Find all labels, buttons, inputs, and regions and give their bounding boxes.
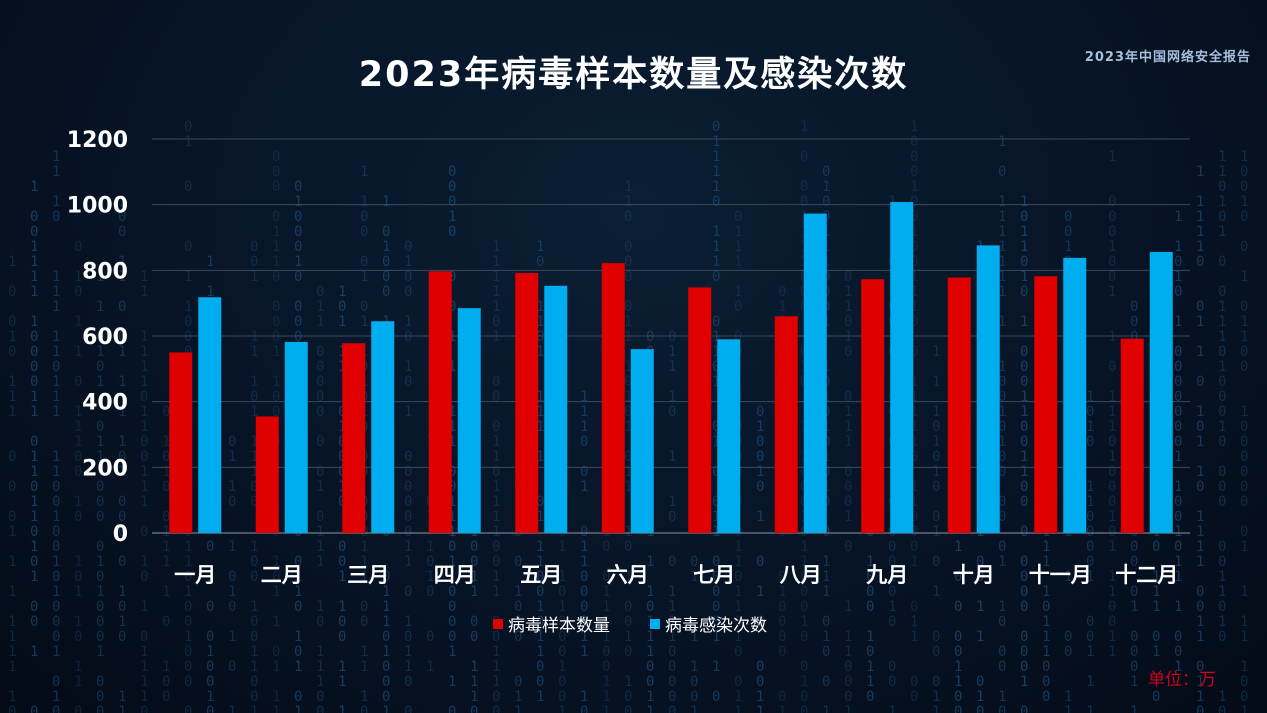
y-tick-label: 0 <box>113 522 128 547</box>
unit-label: 单位：万 <box>1148 670 1216 690</box>
x-axis-ticks: 一月 二月 三月 四月 五月 六月 七月 八月 九月 十月 十一月 十二月 <box>174 563 1178 587</box>
bar-sample-count <box>688 287 712 533</box>
bar-infection-count <box>890 202 914 534</box>
bar-sample-count <box>1034 276 1058 533</box>
x-tick-label: 一月 <box>174 563 216 587</box>
bars <box>169 202 1173 534</box>
x-tick-label: 六月 <box>607 563 649 587</box>
bar-infection-count <box>1063 257 1087 533</box>
x-tick-label: 二月 <box>261 563 303 587</box>
legend-swatch <box>493 619 503 629</box>
bar-infection-count <box>1149 251 1173 534</box>
legend-label: 病毒感染次数 <box>665 616 767 636</box>
legend-label: 病毒样本数量 <box>508 616 610 636</box>
y-axis-ticks: 0 200 400 600 800 1000 1200 <box>67 128 128 547</box>
x-tick-label: 五月 <box>520 563 562 587</box>
x-tick-label: 四月 <box>434 563 476 587</box>
x-tick-label: 十一月 <box>1029 563 1092 587</box>
bar-sample-count <box>1120 338 1144 533</box>
x-tick-label: 三月 <box>347 563 389 587</box>
y-tick-label: 200 <box>82 456 128 481</box>
bar-infection-count <box>284 341 308 533</box>
bar-sample-count <box>774 316 798 533</box>
y-tick-label: 1200 <box>67 128 128 153</box>
y-tick-label: 1000 <box>67 194 128 219</box>
bar-sample-count <box>342 343 366 533</box>
bar-sample-count <box>515 272 539 533</box>
x-tick-label: 九月 <box>865 563 908 587</box>
bar-infection-count <box>371 321 395 533</box>
legend: 病毒样本数量 病毒感染次数 <box>493 616 767 636</box>
y-tick-label: 600 <box>82 325 128 350</box>
chart-title: 2023年病毒样本数量及感染次数 <box>358 55 909 95</box>
bar-infection-count <box>803 213 827 533</box>
y-tick-label: 400 <box>82 391 128 416</box>
x-tick-label: 八月 <box>780 563 822 587</box>
x-tick-label: 十月 <box>953 563 995 587</box>
bar-sample-count <box>428 271 452 533</box>
bar-infection-count <box>198 297 222 533</box>
x-tick-label: 七月 <box>693 563 735 587</box>
bar-infection-count <box>717 339 741 533</box>
legend-swatch <box>650 619 660 629</box>
bar-infection-count <box>457 308 481 533</box>
bar-sample-count <box>861 279 885 533</box>
bar-infection-count <box>544 285 568 533</box>
bar-sample-count <box>947 277 971 533</box>
grid-lines <box>152 138 1190 534</box>
bar-sample-count <box>601 263 625 533</box>
y-tick-label: 800 <box>82 259 128 284</box>
bar-sample-count <box>255 416 279 533</box>
bar-sample-count <box>169 352 193 533</box>
bar-infection-count <box>976 245 1000 533</box>
x-tick-label: 十二月 <box>1115 563 1178 587</box>
report-tag: 2023年中国网络安全报告 <box>1084 50 1251 65</box>
bar-infection-count <box>630 349 654 533</box>
